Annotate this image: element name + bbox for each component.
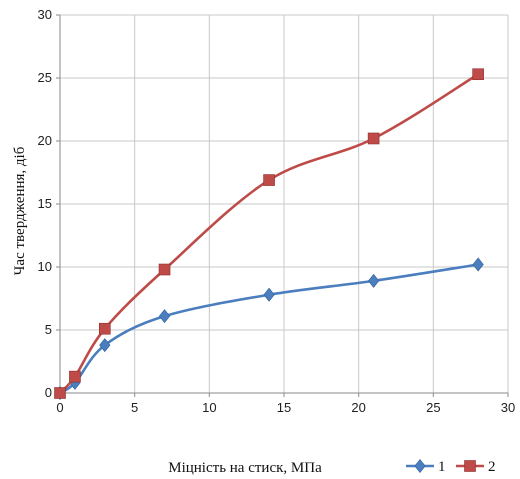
- grid: [59, 14, 509, 394]
- series-2-point: [54, 387, 66, 399]
- x-tick-label: 25: [426, 400, 440, 415]
- x-tick-label: 5: [131, 400, 138, 415]
- series-1-point: [368, 273, 380, 288]
- series-2-point: [367, 132, 380, 145]
- x-tick-label: 30: [501, 400, 515, 415]
- legend-label: 1: [438, 459, 446, 475]
- series-1-point: [158, 309, 171, 324]
- series-1-point: [99, 338, 111, 353]
- y-tick-label: 30: [38, 7, 52, 22]
- series-2-line: [58, 72, 480, 395]
- series-1: [54, 257, 484, 400]
- x-axis-title: Міцність на стиск, МПа: [168, 460, 322, 476]
- x-tick-label: 0: [56, 400, 63, 415]
- legend-marker: [464, 460, 476, 472]
- labels-layer: Час твердження, діб Міцність на стиск, М…: [12, 146, 322, 476]
- legend-item-2: 2: [456, 459, 496, 475]
- series-2-point: [99, 322, 111, 335]
- y-axis-title: Час твердження, діб: [12, 146, 28, 275]
- series-layer: [54, 68, 484, 400]
- series-1-point: [263, 287, 275, 302]
- y-tick-label: 0: [45, 385, 52, 400]
- y-tick-label: 10: [38, 259, 52, 274]
- series-2: [54, 68, 484, 399]
- series-2-point: [158, 263, 171, 276]
- legend-item-1: 1: [406, 459, 446, 475]
- y-tick-label: 5: [45, 322, 52, 337]
- series-2-point: [263, 174, 275, 186]
- axes: 0 5 10 15 20 25 30 0 5 10 15 20 25 30: [38, 7, 516, 415]
- legend-label: 2: [488, 459, 496, 475]
- series-2-point: [472, 68, 484, 81]
- x-tick-label: 20: [351, 400, 365, 415]
- legend-marker: [414, 459, 426, 473]
- x-tick-label: 10: [202, 400, 216, 415]
- x-tick-label: 15: [277, 400, 291, 415]
- y-tick-label: 15: [38, 196, 52, 211]
- series-1-point: [472, 257, 484, 272]
- series-1-line: [58, 263, 480, 395]
- y-tick-label: 20: [38, 133, 52, 148]
- y-tick-label: 25: [38, 70, 52, 85]
- series-2-point: [69, 370, 81, 383]
